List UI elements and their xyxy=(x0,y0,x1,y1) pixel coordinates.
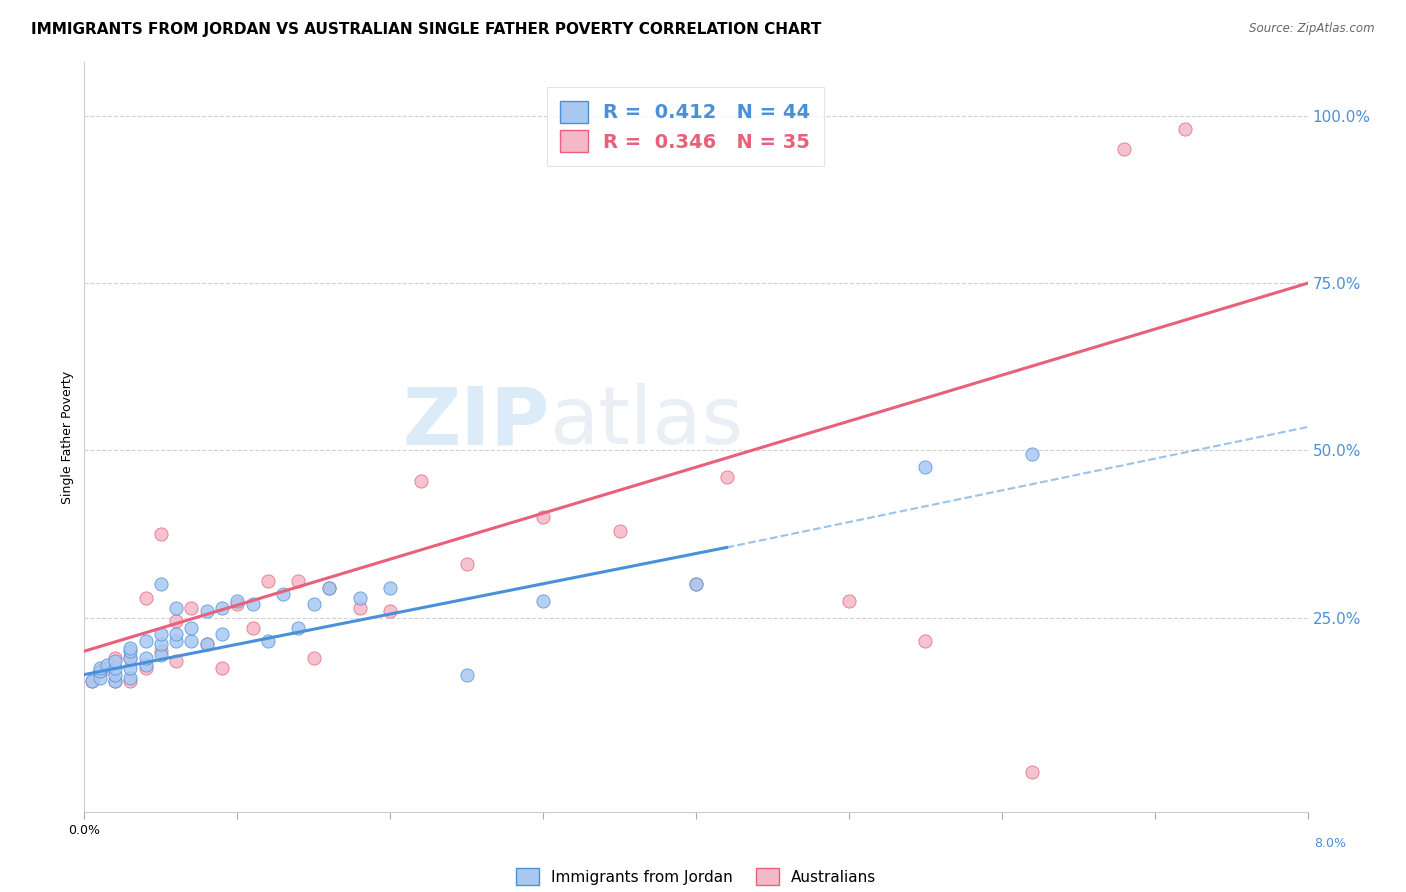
Point xyxy=(211,661,233,675)
Point xyxy=(685,577,707,591)
Text: 8.0%: 8.0% xyxy=(1315,837,1347,850)
Text: IMMIGRANTS FROM JORDAN VS AUSTRALIAN SINGLE FATHER POVERTY CORRELATION CHART: IMMIGRANTS FROM JORDAN VS AUSTRALIAN SIN… xyxy=(31,22,821,37)
Point xyxy=(149,644,172,658)
Point xyxy=(531,594,554,608)
Point xyxy=(104,667,127,681)
Point xyxy=(149,577,172,591)
Point xyxy=(120,651,142,665)
Point xyxy=(349,591,371,605)
Point xyxy=(96,657,118,672)
Point xyxy=(165,614,187,628)
Point xyxy=(456,667,478,681)
Point xyxy=(120,661,142,675)
Point xyxy=(257,634,280,648)
Point xyxy=(914,634,936,648)
Point xyxy=(257,574,280,588)
Point xyxy=(531,510,554,524)
Point xyxy=(149,527,172,541)
Point xyxy=(135,661,157,675)
Point xyxy=(104,651,127,665)
Point xyxy=(89,664,111,679)
Point xyxy=(1021,764,1043,779)
Point xyxy=(685,577,707,591)
Point xyxy=(89,664,111,679)
Y-axis label: Single Father Poverty: Single Father Poverty xyxy=(60,370,75,504)
Point xyxy=(242,621,264,635)
Point xyxy=(195,637,218,651)
Point xyxy=(195,637,218,651)
Point xyxy=(914,460,936,475)
Point xyxy=(211,600,233,615)
Point xyxy=(149,637,172,651)
Point xyxy=(180,634,202,648)
Point xyxy=(165,627,187,641)
Point xyxy=(104,654,127,668)
Point xyxy=(180,600,202,615)
Point xyxy=(149,627,172,641)
Point xyxy=(165,600,187,615)
Text: ZIP: ZIP xyxy=(402,383,550,461)
Point xyxy=(1174,122,1197,136)
Text: atlas: atlas xyxy=(550,383,744,461)
Point xyxy=(165,634,187,648)
Text: Source: ZipAtlas.com: Source: ZipAtlas.com xyxy=(1250,22,1375,36)
Point xyxy=(226,594,249,608)
Point xyxy=(120,651,142,665)
Point xyxy=(149,648,172,662)
Point xyxy=(302,651,325,665)
Point xyxy=(838,594,860,608)
Point xyxy=(349,600,371,615)
Point xyxy=(80,674,103,689)
Point xyxy=(104,674,127,689)
Point xyxy=(287,574,309,588)
Point xyxy=(318,581,340,595)
Point xyxy=(302,598,325,612)
Point xyxy=(456,557,478,572)
Point xyxy=(120,674,142,689)
Point xyxy=(120,640,142,655)
Point xyxy=(271,587,294,601)
Point xyxy=(104,674,127,689)
Point xyxy=(104,661,127,675)
Point xyxy=(120,671,142,685)
Point xyxy=(716,470,738,484)
Point xyxy=(380,581,402,595)
Point xyxy=(89,661,111,675)
Point xyxy=(89,671,111,685)
Point xyxy=(409,474,432,488)
Point xyxy=(380,604,402,618)
Point xyxy=(135,657,157,672)
Point xyxy=(242,598,264,612)
Point xyxy=(1114,143,1136,157)
Point xyxy=(80,674,103,689)
Point xyxy=(609,524,631,538)
Point xyxy=(318,581,340,595)
Point xyxy=(1021,447,1043,461)
Point xyxy=(96,661,118,675)
Point xyxy=(287,621,309,635)
Point xyxy=(135,651,157,665)
Point xyxy=(180,621,202,635)
Point xyxy=(211,627,233,641)
Point xyxy=(226,598,249,612)
Point xyxy=(120,644,142,658)
Legend: Immigrants from Jordan, Australians: Immigrants from Jordan, Australians xyxy=(508,861,884,892)
Point xyxy=(135,634,157,648)
Point xyxy=(135,591,157,605)
Point xyxy=(165,654,187,668)
Point xyxy=(195,604,218,618)
